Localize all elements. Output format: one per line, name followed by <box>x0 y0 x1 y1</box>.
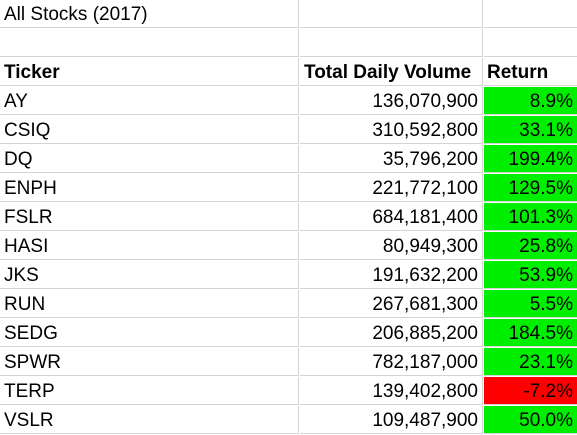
return-cell[interactable]: 53.9% <box>484 261 577 289</box>
empty-cell[interactable] <box>484 29 577 57</box>
ticker-cell[interactable]: SPWR <box>0 348 299 376</box>
return-cell[interactable]: 8.9% <box>484 87 577 115</box>
return-cell[interactable]: 101.3% <box>484 203 577 231</box>
volume-cell[interactable]: 206,885,200 <box>300 319 483 347</box>
volume-cell[interactable]: 136,070,900 <box>300 87 483 115</box>
header-ticker[interactable]: Ticker <box>0 58 299 86</box>
blank-row <box>0 29 577 58</box>
ticker-cell[interactable]: CSIQ <box>0 116 299 144</box>
title-row: All Stocks (2017) <box>0 0 577 29</box>
table-row: CSIQ 310,592,800 33.1% <box>0 116 577 145</box>
volume-cell[interactable]: 139,402,800 <box>300 377 483 405</box>
table-row: DQ 35,796,200 199.4% <box>0 145 577 174</box>
ticker-cell[interactable]: RUN <box>0 290 299 318</box>
table-row: AY 136,070,900 8.9% <box>0 87 577 116</box>
empty-cell[interactable] <box>484 0 577 28</box>
volume-cell[interactable]: 80,949,300 <box>300 232 483 260</box>
volume-cell[interactable]: 782,187,000 <box>300 348 483 376</box>
table-row: RUN 267,681,300 5.5% <box>0 290 577 319</box>
header-total-daily-volume[interactable]: Total Daily Volume <box>300 58 483 86</box>
volume-cell[interactable]: 191,632,200 <box>300 261 483 289</box>
table-row: VSLR 109,487,900 50.0% <box>0 406 577 435</box>
header-row: Ticker Total Daily Volume Return <box>0 58 577 87</box>
return-cell[interactable]: -7.2% <box>484 377 577 405</box>
table-row: HASI 80,949,300 25.8% <box>0 232 577 261</box>
ticker-cell[interactable]: ENPH <box>0 174 299 202</box>
empty-cell[interactable] <box>300 0 483 28</box>
return-cell[interactable]: 5.5% <box>484 290 577 318</box>
table-row: FSLR 684,181,400 101.3% <box>0 203 577 232</box>
volume-cell[interactable]: 310,592,800 <box>300 116 483 144</box>
volume-cell[interactable]: 684,181,400 <box>300 203 483 231</box>
return-cell[interactable]: 50.0% <box>484 406 577 434</box>
sheet-title-cell[interactable]: All Stocks (2017) <box>0 0 299 28</box>
table-row: ENPH 221,772,100 129.5% <box>0 174 577 203</box>
return-cell[interactable]: 23.1% <box>484 348 577 376</box>
return-cell[interactable]: 184.5% <box>484 319 577 347</box>
return-cell[interactable]: 25.8% <box>484 232 577 260</box>
return-cell[interactable]: 129.5% <box>484 174 577 202</box>
ticker-cell[interactable]: SEDG <box>0 319 299 347</box>
ticker-cell[interactable]: TERP <box>0 377 299 405</box>
ticker-cell[interactable]: JKS <box>0 261 299 289</box>
header-return[interactable]: Return <box>484 58 577 86</box>
return-cell[interactable]: 33.1% <box>484 116 577 144</box>
ticker-cell[interactable]: HASI <box>0 232 299 260</box>
table-row: SPWR 782,187,000 23.1% <box>0 348 577 377</box>
return-cell[interactable]: 199.4% <box>484 145 577 173</box>
volume-cell[interactable]: 35,796,200 <box>300 145 483 173</box>
empty-cell[interactable] <box>0 29 299 57</box>
ticker-cell[interactable]: AY <box>0 87 299 115</box>
ticker-cell[interactable]: DQ <box>0 145 299 173</box>
table-row: SEDG 206,885,200 184.5% <box>0 319 577 348</box>
table-row: TERP 139,402,800 -7.2% <box>0 377 577 406</box>
ticker-cell[interactable]: FSLR <box>0 203 299 231</box>
volume-cell[interactable]: 221,772,100 <box>300 174 483 202</box>
table-row: JKS 191,632,200 53.9% <box>0 261 577 290</box>
empty-cell[interactable] <box>300 29 483 57</box>
volume-cell[interactable]: 267,681,300 <box>300 290 483 318</box>
